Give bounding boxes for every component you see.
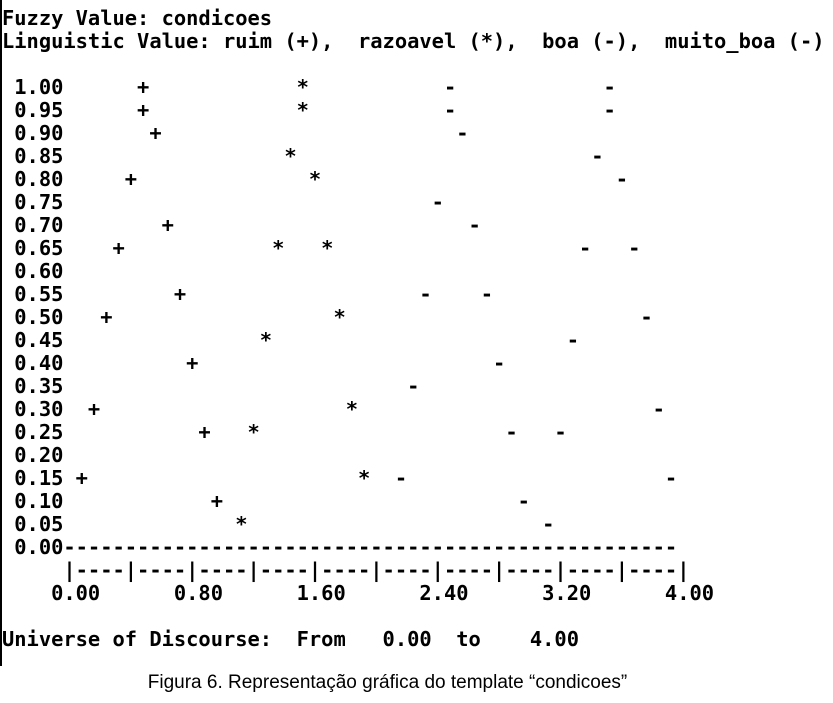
header-line: Fuzzy Value: condicoes — [2, 6, 273, 30]
plot-row: 0.85 * - — [2, 144, 604, 168]
header-line: Linguistic Value: ruim (+), razoavel (*)… — [2, 29, 825, 53]
plot-row: 0.80 + * - — [2, 167, 629, 191]
axis-ticks: |----|----|----|----|----|----|----|----… — [2, 558, 690, 582]
plot-row: 0.15 + * - - — [2, 466, 678, 490]
plot-row: 0.55 + - - — [2, 282, 494, 306]
plot-row: 1.00 + * - - — [2, 75, 616, 99]
figure-caption: Figura 6. Representação gráfica do templ… — [147, 672, 628, 693]
plot-row: 0.90 + - — [2, 121, 469, 145]
universe-line: Universe of Discourse: From 0.00 to 4.00 — [2, 627, 579, 651]
plot-row: 0.60 — [2, 259, 64, 283]
plot-row: 0.25 + * - - — [2, 420, 567, 444]
plot-row: 0.65 + * * - - — [2, 236, 641, 260]
plot-row: 0.05 * - — [2, 512, 555, 536]
plot-row: 0.35 - — [2, 374, 420, 398]
axis-labels: 0.00 0.80 1.60 2.40 3.20 4.00 — [2, 581, 715, 605]
plot-row: 0.30 + * - — [2, 397, 665, 421]
plot-row: 0.00------------------------------------… — [2, 535, 678, 559]
plot-row: 0.70 + - — [2, 213, 481, 237]
plot-row: 0.75 - — [2, 190, 444, 214]
plot-row: 0.45 * - — [2, 328, 579, 352]
plot-row: 0.50 + * - — [2, 305, 653, 329]
plot-row: 0.95 + * - - — [2, 98, 616, 122]
window-border — [0, 0, 2, 666]
console-output: Fuzzy Value: condicoes Linguistic Value: … — [2, 7, 825, 651]
plot-row: 0.10 + - — [2, 489, 530, 513]
plot-row: 0.20 — [2, 443, 64, 467]
plot-row: 0.40 + - — [2, 351, 506, 375]
